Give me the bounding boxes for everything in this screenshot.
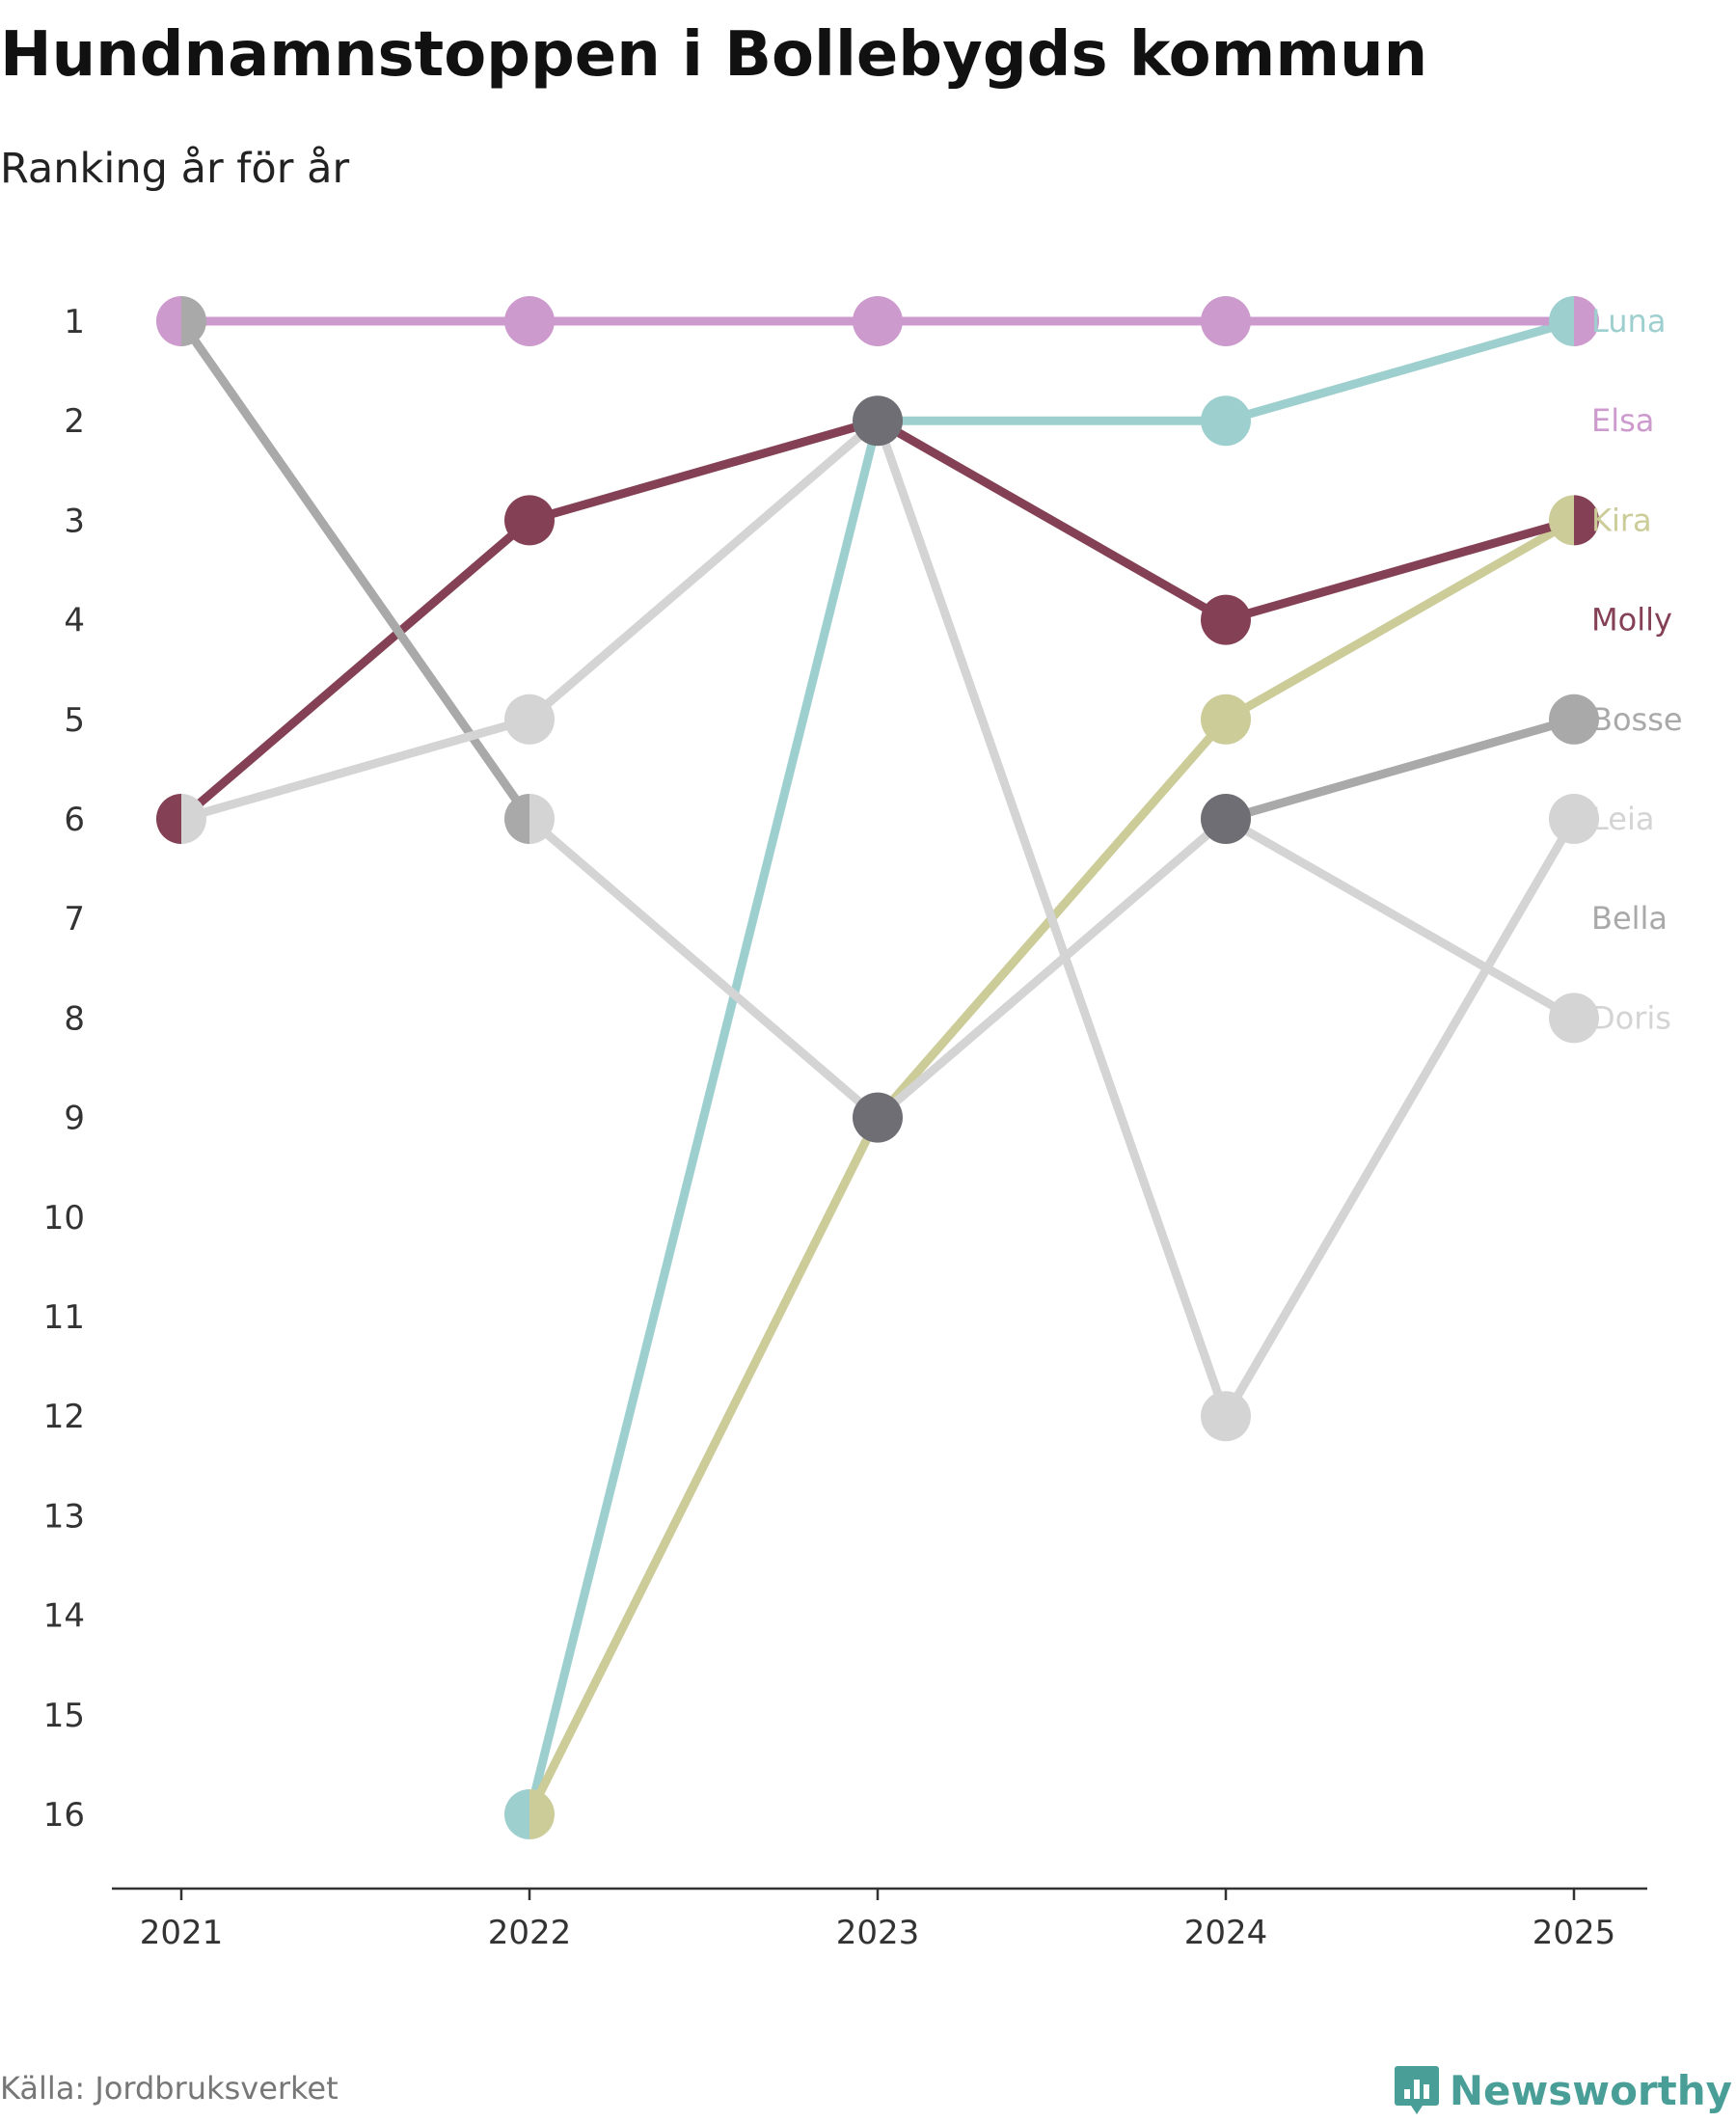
series-line-luna [1221, 316, 1579, 425]
series-line-doris [525, 814, 882, 1123]
data-point-molly [156, 794, 181, 844]
data-point-shared [853, 395, 903, 447]
series-line-molly [525, 416, 882, 525]
data-point-elsa [1201, 296, 1251, 346]
y-tick-label: 3 [64, 502, 85, 540]
x-tick-label: 2021 [140, 1914, 224, 1952]
series-label-molly: Molly [1591, 602, 1672, 639]
y-tick-label: 12 [43, 1398, 85, 1436]
bar-chart-icon [1394, 2066, 1439, 2114]
y-tick-label: 4 [64, 602, 85, 640]
data-point-shared [853, 1092, 903, 1143]
x-tick-label: 2025 [1533, 1914, 1616, 1952]
series-line-molly [1221, 515, 1579, 625]
series-line-doris [873, 814, 1231, 1123]
data-point-elsa [1574, 296, 1599, 346]
y-tick-label: 9 [64, 1100, 85, 1138]
data-point-molly [1201, 594, 1251, 645]
series-label-bella: Bella [1591, 900, 1668, 937]
series-line-molly [176, 515, 534, 824]
y-tick-label: 1 [64, 303, 85, 341]
data-point-doris [529, 794, 555, 844]
series-line-kira [1221, 515, 1579, 724]
series-line-leia [873, 416, 1231, 1421]
data-point-luna [504, 1789, 529, 1839]
series-line-bosse [1221, 715, 1579, 824]
y-tick-label: 16 [43, 1796, 85, 1835]
y-tick-label: 15 [43, 1697, 85, 1735]
chart-subtitle: Ranking år för år [0, 145, 350, 193]
series-label-kira: Kira [1591, 502, 1652, 538]
series-line-kira [525, 1113, 882, 1819]
data-point-kira [529, 1789, 555, 1839]
y-tick-label: 10 [43, 1199, 85, 1238]
series-label-luna: Luna [1591, 303, 1666, 340]
data-point-leia [181, 794, 206, 844]
series-label-bosse: Bosse [1591, 701, 1683, 738]
series-line-leia [1221, 814, 1579, 1421]
data-point-kira [1201, 694, 1251, 745]
data-point-luna [1549, 296, 1574, 346]
newsworthy-logo: Newsworthy [1394, 2064, 1732, 2116]
source-note: Källa: Jordbruksverket [0, 2070, 339, 2107]
data-point-bosse [181, 296, 206, 346]
y-tick-label: 11 [43, 1298, 85, 1337]
series-label-leia: Leia [1591, 801, 1654, 837]
y-tick-label: 2 [64, 402, 85, 441]
series-label-doris: Doris [1591, 999, 1671, 1036]
data-point-elsa [156, 296, 181, 346]
data-point-molly [1574, 495, 1600, 546]
chart-title: Hundnamnstoppen i Bollebygds kommun [0, 19, 1428, 91]
y-tick-label: 8 [64, 999, 85, 1038]
data-point-elsa [853, 296, 903, 346]
data-point-leia [1549, 794, 1599, 844]
series-line-leia [176, 715, 534, 824]
x-tick-label: 2023 [836, 1914, 920, 1952]
data-point-bosse [1549, 694, 1599, 745]
data-point-molly [504, 495, 555, 546]
y-tick-label: 6 [64, 801, 85, 839]
brand-name: Newsworthy [1449, 2066, 1732, 2114]
x-tick-label: 2024 [1184, 1914, 1268, 1952]
series-line-luna [525, 416, 882, 1819]
data-point-elsa [504, 296, 555, 346]
series-line-leia [525, 416, 882, 724]
data-point-luna [1201, 395, 1251, 447]
data-point-bosse [504, 794, 529, 844]
y-tick-label: 14 [43, 1597, 85, 1636]
series-line-doris [1221, 814, 1579, 1022]
series-label-elsa: Elsa [1591, 402, 1654, 439]
data-point-leia [504, 694, 555, 745]
y-tick-label: 13 [43, 1497, 85, 1536]
y-tick-label: 5 [64, 701, 85, 740]
series-line-molly [873, 416, 1231, 625]
y-tick-label: 7 [64, 900, 85, 939]
data-point-leia [1201, 1391, 1251, 1442]
data-point-shared [1201, 794, 1251, 844]
x-tick-label: 2022 [488, 1914, 572, 1952]
data-point-doris [1549, 993, 1599, 1044]
data-point-kira [1549, 495, 1574, 546]
